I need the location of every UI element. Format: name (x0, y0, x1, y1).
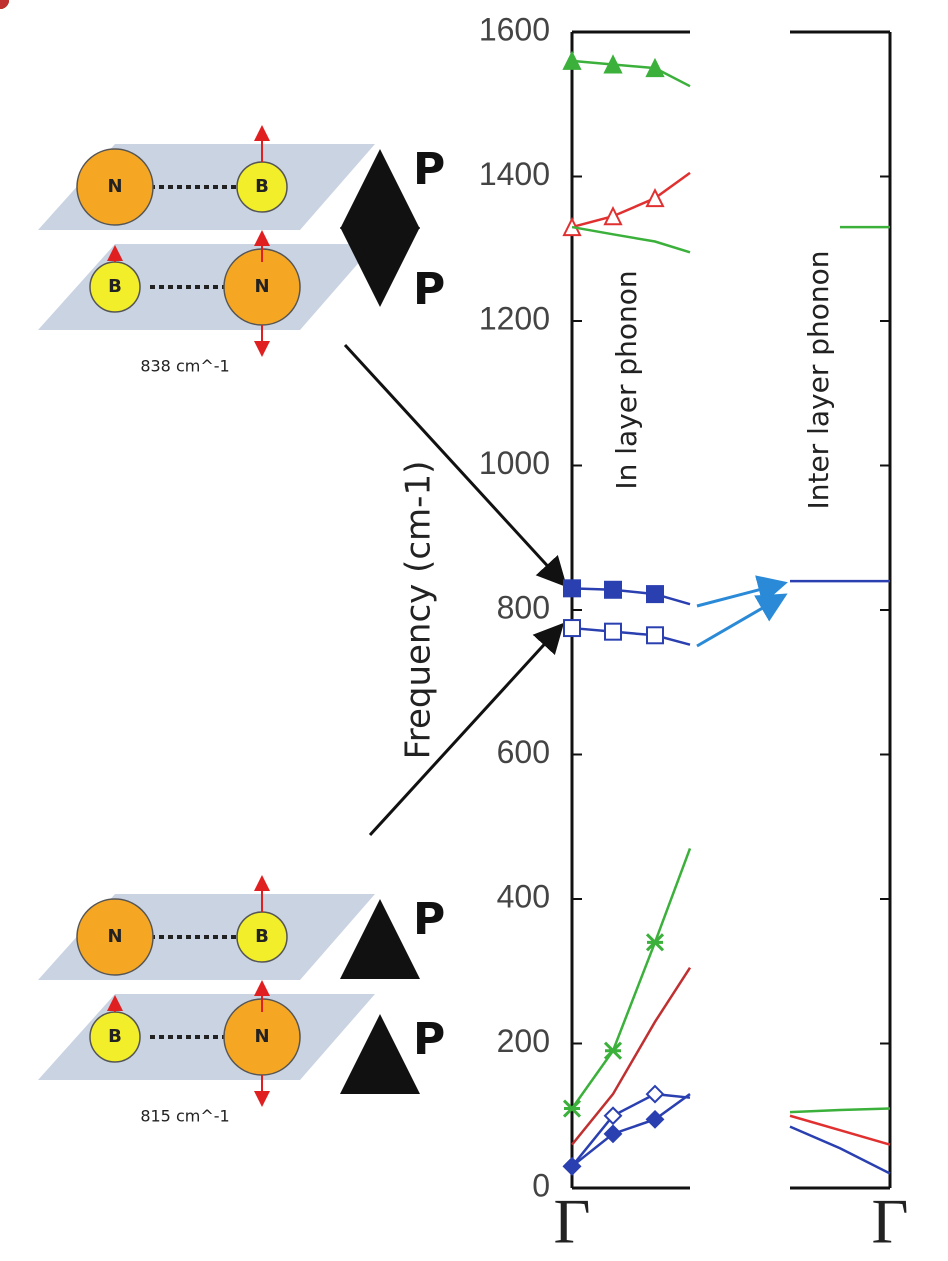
marker (0, 0, 8, 8)
atom-label: N (107, 926, 122, 947)
y-tick-label: 0 (532, 1167, 550, 1203)
diagrams: N B B N P P 838 cm^-1 N B B N P P 815 cm^-1 (38, 127, 445, 1126)
dispersion-line (790, 1127, 890, 1174)
marker (605, 582, 621, 598)
marker (605, 208, 621, 224)
caption: 815 cm^-1 (140, 1107, 229, 1126)
dispersion-line (572, 628, 690, 645)
y-tick-label: 1000 (479, 445, 550, 481)
x-tick-label: Γ (554, 1186, 591, 1257)
atom-label: B (108, 276, 122, 297)
y-tick-label: 1200 (479, 300, 550, 336)
annotation: In layer phonon (610, 270, 643, 489)
marker (564, 580, 580, 596)
dispersion-line (790, 1109, 890, 1113)
marker (647, 1086, 663, 1102)
y-tick-label: 1600 (479, 11, 550, 47)
y-tick-label: 800 (497, 589, 550, 625)
marker (647, 586, 663, 602)
dispersion-line (572, 588, 690, 604)
dispersion-line (572, 227, 690, 252)
marker (605, 1043, 621, 1059)
marker (647, 934, 663, 950)
figure: N B B N P P 838 cm^-1 N B B N P P 815 cm^-1 0 200 400 60… (0, 0, 948, 1261)
dispersion-line (572, 968, 690, 1145)
atom-label: B (255, 926, 269, 947)
polarization: P (413, 144, 445, 195)
y-axis-label: Frequency (cm-1) (399, 461, 439, 760)
dispersion-line (572, 1094, 690, 1166)
atom-label: N (254, 276, 269, 297)
atom-label: B (255, 176, 269, 197)
marker (564, 620, 580, 636)
dispersion-line (790, 1116, 890, 1145)
dispersion-line (572, 173, 690, 227)
caption: 838 cm^-1 (140, 357, 229, 376)
x-tick-label: Γ (872, 1186, 909, 1257)
y-tick-label: 600 (497, 734, 550, 770)
atom-label: B (108, 1026, 122, 1047)
polarization: P (413, 264, 445, 315)
atom-label: N (107, 176, 122, 197)
y-tick-label: 1400 (479, 156, 550, 192)
dispersion-line (572, 848, 690, 1108)
atom-label: N (254, 1026, 269, 1047)
dispersion-line (572, 61, 690, 86)
marker (647, 627, 663, 643)
y-tick-label: 200 (497, 1023, 550, 1059)
dispersion-line (572, 1094, 690, 1166)
marker (647, 1111, 663, 1127)
marker (605, 624, 621, 640)
marker (647, 190, 663, 206)
polarization: P (413, 1014, 445, 1065)
polarization: P (413, 894, 445, 945)
annotation: Inter layer phonon (802, 250, 835, 509)
y-tick-label: 400 (497, 878, 550, 914)
